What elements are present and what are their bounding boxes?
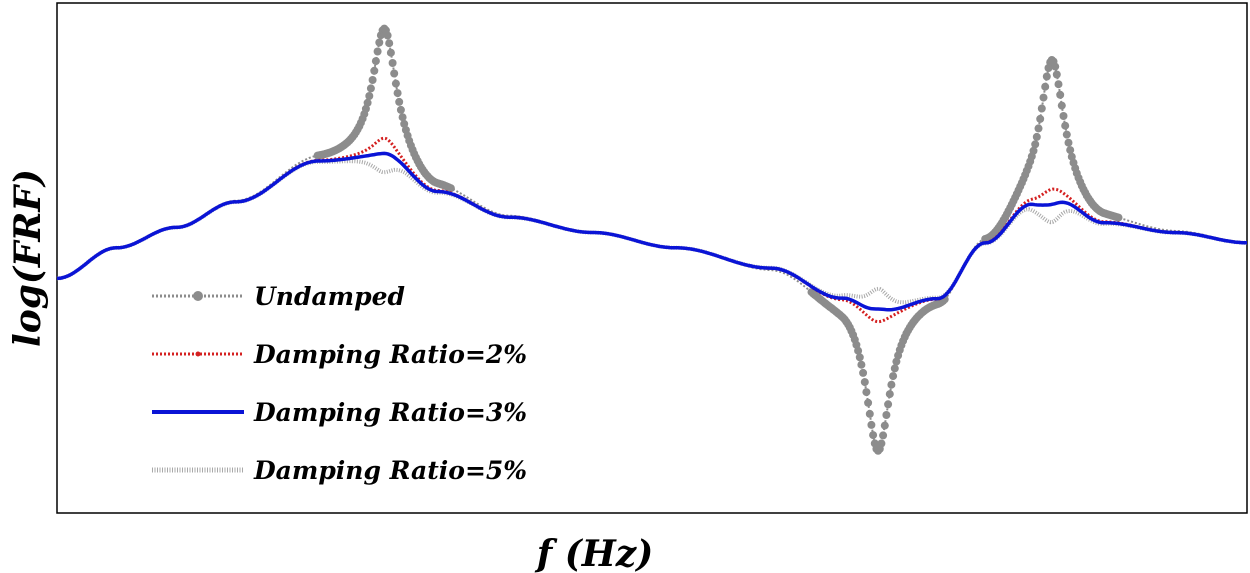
undamped-marker — [865, 409, 874, 418]
undamped-marker — [1054, 80, 1063, 89]
undamped-marker — [400, 119, 409, 128]
x-axis-title: f (Hz) — [534, 533, 654, 573]
undamped-marker — [880, 421, 889, 430]
legend-marker-undamped — [193, 291, 203, 301]
y-axis-title: log(FRF) — [7, 169, 49, 347]
legend-label-undamped: Undamped — [254, 282, 405, 311]
undamped-marker — [892, 357, 901, 366]
undamped-marker — [370, 66, 379, 75]
series-markers-0 — [313, 24, 1123, 455]
series-line-1 — [56, 136, 1248, 324]
legend-marker-damping-2 — [195, 351, 201, 357]
undamped-marker — [363, 98, 372, 107]
series-layer — [56, 24, 1248, 455]
undamped-marker — [1034, 124, 1043, 133]
undamped-marker — [884, 400, 893, 409]
legend-entry-damping-3: Damping Ratio=3% — [152, 398, 527, 427]
undamped-marker — [1059, 112, 1068, 120]
legend-label-damping-3: Damping Ratio=3% — [253, 398, 527, 427]
undamped-marker — [390, 69, 399, 78]
legend-entry-damping-2: Damping Ratio=2% — [152, 340, 527, 369]
undamped-marker — [854, 346, 863, 355]
plot-frame — [56, 2, 1248, 514]
undamped-marker — [365, 92, 374, 100]
undamped-marker — [1052, 70, 1061, 79]
undamped-marker — [859, 368, 868, 377]
undamped-marker — [385, 39, 394, 48]
undamped-marker — [877, 439, 886, 448]
undamped-marker — [395, 97, 404, 106]
undamped-marker — [1067, 152, 1076, 161]
undamped-marker — [1041, 82, 1050, 91]
undamped-marker — [879, 431, 888, 440]
legend-label-damping-5: Damping Ratio=5% — [253, 456, 527, 485]
undamped-marker — [398, 113, 407, 122]
undamped-marker — [1057, 101, 1066, 110]
undamped-marker — [393, 89, 402, 98]
undamped-marker — [1114, 213, 1123, 222]
undamped-marker — [373, 47, 382, 56]
undamped-marker — [890, 364, 899, 373]
undamped-marker — [446, 184, 455, 193]
undamped-marker — [885, 390, 894, 399]
undamped-marker — [1039, 93, 1048, 102]
undamped-marker — [867, 420, 876, 429]
undamped-marker — [361, 104, 370, 113]
undamped-marker — [860, 378, 869, 387]
undamped-marker — [855, 353, 864, 362]
undamped-marker — [864, 398, 873, 407]
legend-entry-damping-5: Damping Ratio=5% — [152, 456, 527, 485]
undamped-marker — [1031, 140, 1040, 149]
legend-entry-undamped: Undamped — [152, 282, 405, 311]
undamped-marker — [366, 84, 375, 93]
undamped-marker — [882, 411, 891, 419]
undamped-marker — [371, 57, 380, 66]
undamped-marker — [386, 48, 395, 57]
legend: Undamped Damping Ratio=2% Damping Ratio=… — [152, 282, 527, 485]
undamped-marker — [368, 76, 377, 84]
undamped-marker — [1062, 130, 1071, 139]
undamped-marker — [1061, 121, 1070, 130]
undamped-marker — [1064, 138, 1073, 147]
undamped-marker — [396, 105, 405, 114]
series-line-2 — [56, 151, 1247, 312]
undamped-marker — [1066, 146, 1075, 155]
undamped-marker — [391, 79, 400, 88]
undamped-marker — [375, 38, 384, 47]
undamped-marker — [1029, 146, 1038, 155]
undamped-marker — [869, 431, 878, 440]
undamped-marker — [887, 380, 896, 389]
undamped-marker — [889, 372, 898, 381]
undamped-marker — [383, 31, 392, 40]
undamped-marker — [857, 360, 866, 369]
undamped-marker — [1051, 62, 1060, 71]
undamped-marker — [862, 388, 871, 397]
undamped-marker — [1056, 90, 1065, 99]
undamped-marker — [1037, 104, 1046, 113]
undamped-marker — [1036, 114, 1045, 123]
legend-label-damping-2: Damping Ratio=2% — [253, 340, 527, 369]
undamped-marker — [1032, 132, 1041, 141]
undamped-marker — [388, 59, 397, 67]
undamped-marker — [1042, 72, 1051, 81]
